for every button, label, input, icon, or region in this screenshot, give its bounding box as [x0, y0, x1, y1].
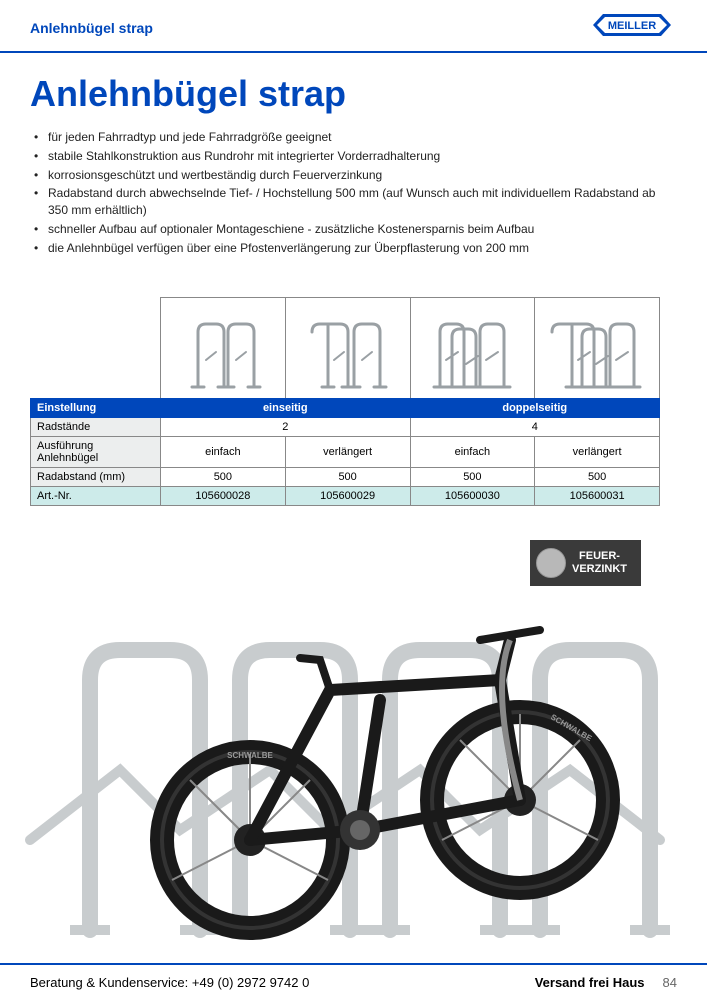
footer-service: Beratung & Kundenservice: +49 (0) 2972 9… [30, 975, 309, 990]
badge-line: FEUER- [579, 550, 620, 562]
cell: 105600028 [161, 486, 286, 505]
header-group: einseitig [161, 398, 411, 417]
list-item: korrosionsgeschützt und wertbeständig du… [30, 167, 677, 184]
row-label: Radabstand (mm) [31, 467, 161, 486]
cell: einfach [161, 436, 286, 467]
list-item: die Anlehnbügel verfügen über eine Pfost… [30, 240, 677, 257]
table-row: Radstände 2 4 [31, 417, 660, 436]
badge-swatch-icon [536, 548, 566, 578]
page-title: Anlehnbügel strap [30, 73, 677, 115]
table-row: Radabstand (mm) 500 500 500 500 [31, 467, 660, 486]
badge-line: VERZINKT [572, 563, 627, 575]
cell: 105600031 [535, 486, 660, 505]
thumbnail [535, 298, 660, 398]
thumbnail-row [160, 297, 660, 398]
list-item: für jeden Fahrradtyp und jede Fahrradgrö… [30, 129, 677, 146]
row-label: Radstände [31, 417, 161, 436]
footer-shipping: Versand frei Haus [535, 975, 645, 990]
page-header: Anlehnbügel strap MEILLER [0, 0, 707, 53]
cell: 105600030 [410, 486, 535, 505]
svg-text:MEILLER: MEILLER [608, 20, 656, 32]
cell: verlängert [535, 436, 660, 467]
cell: 105600029 [285, 486, 410, 505]
thumbnail [411, 298, 536, 398]
table-header-row: Einstellung einseitig doppelseitig [31, 398, 660, 417]
spec-table: Einstellung einseitig doppelseitig Radst… [30, 398, 660, 506]
row-label: Art.-Nr. [31, 486, 161, 505]
list-item: Radabstand durch abwechselnde Tief- / Ho… [30, 185, 677, 219]
header-group: doppelseitig [410, 398, 660, 417]
main-content: Anlehnbügel strap für jeden Fahrradtyp u… [0, 53, 707, 506]
row-label: Ausführung Anlehnbügel [31, 436, 161, 467]
cell: 4 [410, 417, 660, 436]
footer-page-number: 84 [663, 975, 677, 990]
svg-text:SCHWALBE: SCHWALBE [227, 751, 273, 760]
feature-list: für jeden Fahrradtyp und jede Fahrradgrö… [30, 129, 677, 257]
finish-badge: FEUER- VERZINKT [530, 540, 641, 586]
page-footer: Beratung & Kundenservice: +49 (0) 2972 9… [0, 963, 707, 1000]
thumbnail [286, 298, 411, 398]
cell: 500 [161, 467, 286, 486]
cell: verlängert [285, 436, 410, 467]
product-photo: SCHWALBE SCHWALBE [0, 570, 707, 940]
list-item: stabile Stahlkonstruktion aus Rundrohr m… [30, 148, 677, 165]
header-label: Einstellung [31, 398, 161, 417]
thumbnail [161, 298, 286, 398]
cell: 500 [410, 467, 535, 486]
cell: 500 [535, 467, 660, 486]
table-row: Ausführung Anlehnbügel einfach verlänger… [31, 436, 660, 467]
cell: 500 [285, 467, 410, 486]
list-item: schneller Aufbau auf optionaler Montages… [30, 221, 677, 238]
cell: 2 [161, 417, 411, 436]
cell: einfach [410, 436, 535, 467]
table-row-art: Art.-Nr. 105600028 105600029 105600030 1… [31, 486, 660, 505]
brand-logo: MEILLER [587, 10, 677, 45]
header-title: Anlehnbügel strap [30, 20, 153, 36]
